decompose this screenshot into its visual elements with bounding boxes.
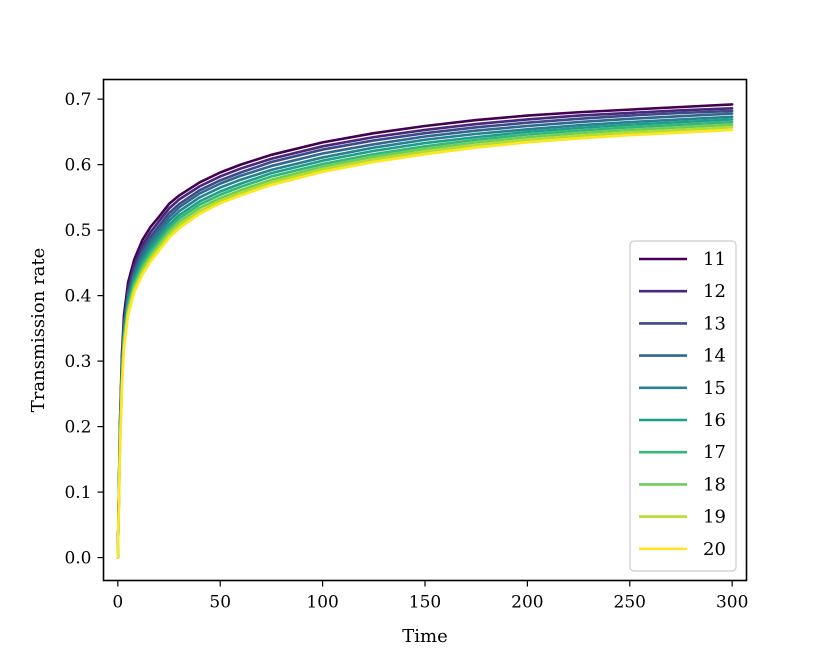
plot-lines: [116, 103, 734, 559]
y-axis: 0.0 0.1 0.2 0.3 0.4 0.5 0.6 0.7: [64, 90, 104, 569]
legend-label-19: 19: [703, 507, 726, 528]
legend-label-20: 20: [703, 539, 726, 560]
x-tick-label: 0: [112, 593, 123, 613]
y-tick-label: 0.4: [64, 287, 91, 307]
series-line-20: [116, 128, 734, 559]
x-tick-label: 200: [511, 593, 543, 613]
y-tick-label: 0.3: [64, 352, 91, 372]
x-tick-label: 300: [716, 593, 748, 613]
y-tick-label: 0.0: [64, 549, 91, 569]
legend-label-18: 18: [703, 474, 726, 495]
legend: 11 12 13 14 15 16 17 18 19 20: [629, 240, 737, 572]
y-tick-label: 0.7: [64, 90, 91, 110]
legend-label-11: 11: [703, 249, 726, 270]
x-tick-label: 250: [614, 593, 646, 613]
legend-label-14: 14: [703, 346, 726, 367]
x-axis: 0 50 100 150 200 250 300: [112, 580, 748, 613]
legend-label-12: 12: [703, 281, 726, 302]
y-tick-label: 0.5: [64, 221, 91, 241]
y-tick-label: 0.2: [64, 418, 91, 438]
y-tick-label: 0.1: [64, 483, 91, 503]
y-axis-label: Transmission rate: [28, 248, 49, 413]
x-tick-label: 100: [306, 593, 338, 613]
legend-label-13: 13: [703, 313, 726, 334]
legend-label-16: 16: [703, 410, 726, 431]
legend-label-17: 17: [703, 442, 726, 463]
x-tick-label: 150: [409, 593, 441, 613]
x-tick-label: 50: [209, 593, 231, 613]
x-axis-label: Time: [402, 626, 447, 647]
y-tick-label: 0.6: [64, 156, 91, 176]
legend-label-15: 15: [703, 378, 726, 399]
